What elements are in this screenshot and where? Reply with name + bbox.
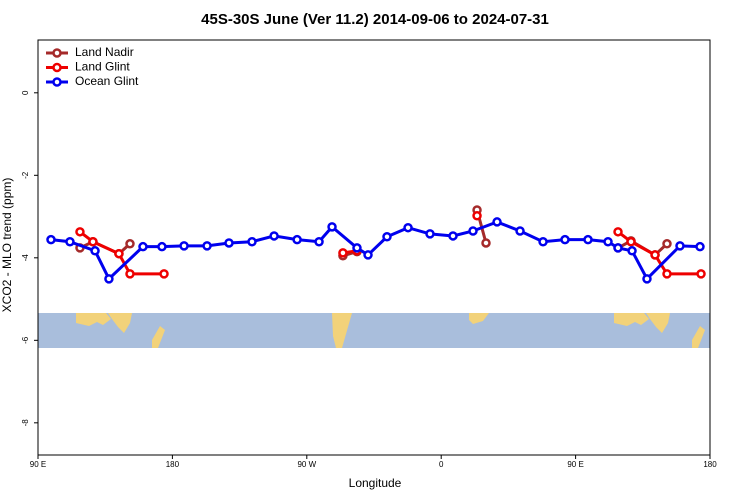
- point: [338, 248, 348, 258]
- y-tick-label: -2: [21, 171, 30, 179]
- point: [90, 246, 100, 256]
- point: [425, 229, 435, 239]
- x-tick-label: 90 E: [567, 460, 583, 469]
- point: [327, 222, 337, 232]
- legend-marker: [52, 77, 62, 87]
- y-axis-label: XCO2 - MLO trend (ppm): [0, 178, 14, 313]
- x-tick-label: 90 E: [30, 460, 46, 469]
- y-tick-label: 0: [21, 90, 30, 95]
- point: [650, 250, 660, 260]
- point: [125, 239, 135, 249]
- point: [695, 241, 705, 252]
- point: [448, 231, 458, 241]
- point: [125, 269, 135, 279]
- point: [138, 241, 148, 252]
- x-tick-label: 90 W: [297, 460, 316, 469]
- point: [179, 241, 189, 251]
- point: [382, 232, 392, 242]
- y-tick-label: -8: [21, 419, 30, 427]
- point: [613, 243, 623, 253]
- chart-title: 45S-30S June (Ver 11.2) 2014-09-06 to 20…: [201, 11, 549, 28]
- point: [627, 246, 637, 256]
- point: [65, 236, 75, 247]
- series: [46, 217, 705, 284]
- point: [159, 269, 169, 279]
- point: [626, 236, 636, 247]
- x-tick-label: 180: [166, 460, 180, 469]
- legend-label: Land Glint: [75, 60, 130, 74]
- plot-frame: [37, 39, 711, 456]
- point: [75, 227, 85, 237]
- point: [363, 250, 373, 260]
- map-strip: [38, 313, 710, 348]
- series-line: [50, 220, 701, 282]
- x-axis-label: Longitude: [349, 476, 402, 490]
- point: [247, 236, 257, 247]
- x-tick-label: 0: [439, 460, 444, 469]
- point: [104, 274, 114, 284]
- series: [75, 210, 706, 279]
- point: [583, 234, 593, 245]
- point: [696, 269, 706, 279]
- point: [662, 239, 672, 249]
- point: [224, 238, 234, 248]
- point: [662, 269, 672, 279]
- point: [157, 241, 167, 252]
- point: [46, 234, 56, 245]
- point: [292, 234, 302, 245]
- y-tick-label: -6: [21, 336, 30, 344]
- point: [560, 234, 570, 245]
- point: [515, 226, 525, 236]
- legend-label: Ocean Glint: [75, 74, 139, 88]
- point: [538, 236, 548, 247]
- point: [403, 222, 413, 233]
- point: [202, 241, 212, 251]
- legend-marker: [52, 62, 62, 73]
- point: [472, 210, 482, 221]
- point: [675, 241, 685, 251]
- point: [492, 217, 502, 227]
- point: [269, 231, 279, 241]
- point: [314, 236, 324, 247]
- point: [114, 248, 124, 259]
- y-tick-label: -4: [21, 254, 30, 262]
- point: [481, 238, 491, 248]
- point: [352, 243, 362, 253]
- x-tick-label: 180: [703, 460, 717, 469]
- point: [642, 274, 652, 284]
- point: [603, 236, 613, 247]
- point: [613, 227, 623, 237]
- legend-marker: [52, 48, 62, 58]
- legend-label: Land Nadir: [75, 45, 134, 59]
- point: [88, 236, 98, 247]
- point: [468, 226, 478, 236]
